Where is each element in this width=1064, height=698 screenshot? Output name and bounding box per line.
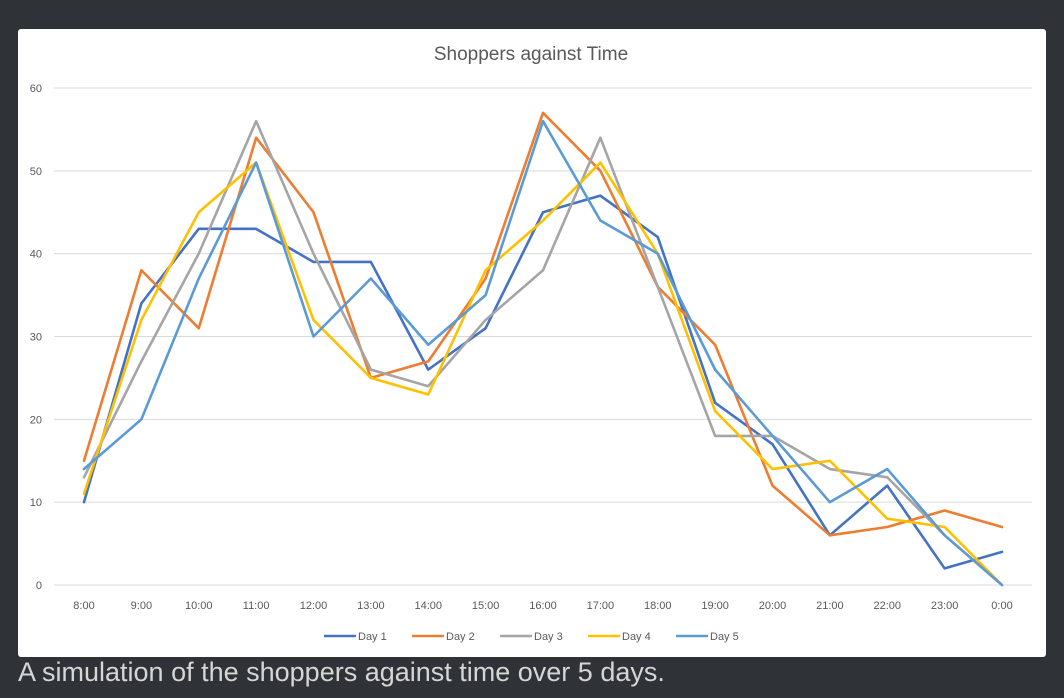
x-tick-label: 8:00 bbox=[73, 600, 94, 612]
line-chart: Shoppers against Time 0 10 20 30 40 50 60 8:00… bbox=[30, 44, 1032, 643]
y-tick-label: 30 bbox=[30, 332, 42, 344]
y-tick-label: 0 bbox=[36, 580, 42, 592]
y-tick-label: 40 bbox=[30, 249, 42, 261]
x-tick-label: 13:00 bbox=[357, 600, 385, 612]
y-axis-ticks: 0 10 20 30 40 50 60 bbox=[30, 83, 42, 592]
x-tick-label: 18:00 bbox=[644, 600, 672, 612]
x-tick-label: 11:00 bbox=[243, 600, 270, 612]
x-tick-label: 16:00 bbox=[529, 600, 557, 612]
y-tick-label: 10 bbox=[30, 497, 42, 509]
x-tick-label: 0:00 bbox=[991, 600, 1012, 612]
legend-label-day-1: Day 1 bbox=[358, 631, 387, 643]
legend-label-day-4: Day 4 bbox=[622, 631, 651, 643]
series-line-day-5 bbox=[82, 119, 1004, 587]
x-tick-label: 15:00 bbox=[472, 600, 500, 612]
legend-label-day-2: Day 2 bbox=[446, 631, 475, 643]
series-line-day-3 bbox=[82, 119, 1004, 587]
y-tick-label: 50 bbox=[30, 166, 42, 178]
chart-card: Shoppers against Time 0 10 20 30 40 50 60 8:00… bbox=[18, 29, 1046, 657]
series-line-day-4 bbox=[82, 161, 1004, 587]
series-line-day-1 bbox=[82, 194, 1004, 570]
x-tick-label: 22:00 bbox=[873, 600, 901, 612]
x-tick-label: 20:00 bbox=[759, 600, 787, 612]
x-tick-label: 19:00 bbox=[701, 600, 729, 612]
gridlines bbox=[54, 87, 1032, 586]
chart-title: Shoppers against Time bbox=[434, 44, 628, 65]
series-line-day-2 bbox=[82, 111, 1004, 537]
figure-caption: A simulation of the shoppers against tim… bbox=[18, 657, 665, 687]
legend: Day 1 Day 2 Day 3 Day 4 Day 5 bbox=[324, 631, 739, 643]
x-tick-label: 14:00 bbox=[414, 600, 442, 612]
x-tick-label: 17:00 bbox=[587, 600, 615, 612]
series-lines bbox=[82, 111, 1004, 587]
x-tick-label: 12:00 bbox=[300, 600, 328, 612]
x-tick-label: 10:00 bbox=[185, 600, 213, 612]
y-tick-label: 60 bbox=[30, 83, 42, 95]
legend-label-day-3: Day 3 bbox=[534, 631, 563, 643]
y-tick-label: 20 bbox=[30, 414, 42, 426]
x-tick-label: 23:00 bbox=[931, 600, 959, 612]
legend-label-day-5: Day 5 bbox=[710, 631, 739, 643]
x-tick-label: 21:00 bbox=[816, 600, 844, 612]
x-axis-ticks: 8:00 9:00 10:00 11:00 12:00 13:00 14:00 15:00 16… bbox=[73, 600, 1012, 612]
x-tick-label: 9:00 bbox=[131, 600, 152, 612]
